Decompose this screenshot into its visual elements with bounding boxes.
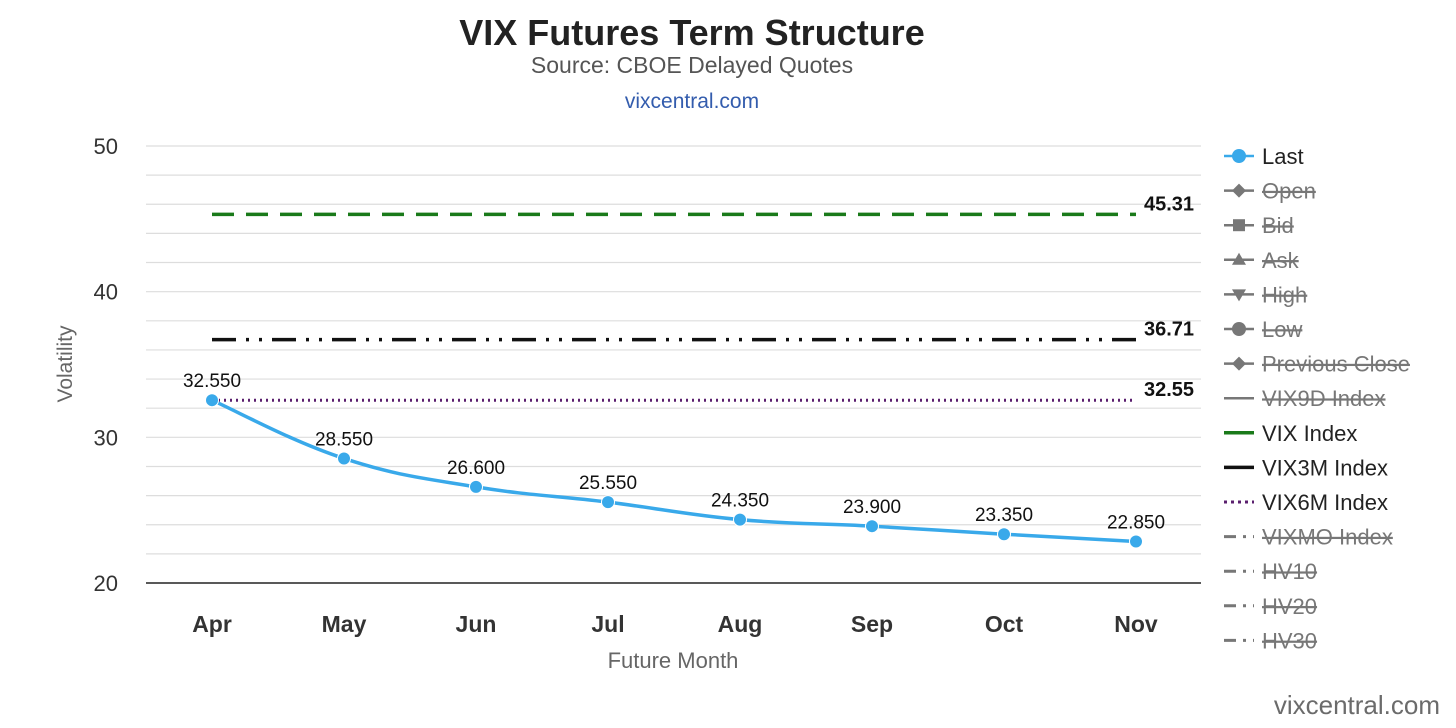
legend-item[interactable]: Ask [1224,248,1300,273]
x-tick-label: Aug [718,611,763,637]
legend-item[interactable]: Bid [1224,213,1294,238]
legend-label: Previous Close [1262,352,1410,377]
legend-item[interactable]: VIXMO Index [1224,525,1393,550]
legend-marker [1233,219,1245,232]
gridlines [146,145,1201,555]
legend-marker [1232,356,1246,371]
data-label: 22.850 [1107,512,1165,533]
legend-item[interactable]: HV30 [1224,628,1317,653]
legend-item[interactable]: VIX3M Index [1224,455,1388,480]
data-label: 24.350 [711,491,769,512]
legend-marker [1232,289,1246,302]
legend-label: Low [1262,317,1302,342]
data-label: 23.350 [975,505,1033,526]
x-tick-label: Sep [851,611,893,637]
legend-label: HV20 [1262,594,1317,619]
legend-label: Bid [1262,213,1294,238]
x-tick-label: May [322,611,367,637]
chart-title: VIX Futures Term Structure [459,12,925,53]
data-point[interactable] [997,527,1011,542]
data-point[interactable] [337,451,351,466]
data-label: 25.550 [579,473,637,494]
x-tick-label: Oct [985,611,1024,637]
series-end-label: 45.31 [1144,193,1194,215]
legend-label: VIX3M Index [1262,455,1388,480]
legend-marker [1232,183,1246,198]
x-tick-label: Jun [456,611,497,637]
legend-label: Ask [1262,248,1300,273]
data-label: 28.550 [315,429,373,450]
data-label: 23.900 [843,497,901,518]
y-axis-title: Volatility [54,325,77,403]
chart-subtitle: Source: CBOE Delayed Quotes [530,52,854,78]
legend-item[interactable]: Previous Close [1224,352,1410,377]
x-tick-label: Apr [192,611,232,637]
legend-item[interactable]: VIX Index [1224,421,1357,446]
data-label: 26.600 [447,458,505,479]
legend-label: Open [1262,179,1316,204]
chart-credit[interactable]: vixcentral.com [1273,690,1440,720]
legend-label: VIX6M Index [1262,490,1388,515]
data-point[interactable] [601,495,615,510]
data-point[interactable] [733,512,747,527]
y-tick-label: 40 [94,280,118,305]
data-point[interactable] [1129,534,1143,549]
legend-item[interactable]: HV10 [1224,559,1317,584]
legend-item[interactable]: Open [1224,179,1316,204]
legend-label: High [1262,282,1307,307]
legend-item[interactable]: Last [1224,144,1304,169]
legend-item[interactable]: Low [1224,317,1302,342]
series-end-label: 36.71 [1144,319,1194,341]
data-label: 32.550 [183,371,241,392]
legend-item[interactable]: VIX9D Index [1224,386,1386,411]
legend-item[interactable]: High [1224,282,1307,307]
y-tick-label: 50 [94,134,118,159]
legend-marker [1232,322,1246,336]
chart-source-link[interactable]: vixcentral.com [624,90,760,113]
legend-item[interactable]: VIX6M Index [1224,490,1388,515]
legend-label: VIX Index [1262,421,1357,446]
legend-label: Last [1262,144,1304,169]
y-tick-label: 20 [94,571,118,596]
y-tick-label: 30 [94,425,118,450]
data-point[interactable] [205,393,219,408]
legend-label: VIXMO Index [1262,525,1393,550]
legend-marker [1232,252,1246,265]
x-tick-label: Jul [591,611,624,637]
legend-label: VIX9D Index [1262,386,1386,411]
x-axis-title: Future Month [608,648,739,673]
legend-label: HV30 [1262,628,1317,653]
series-end-label: 32.55 [1144,379,1194,401]
legend-label: HV10 [1262,559,1317,584]
data-point[interactable] [865,519,879,534]
legend-item[interactable]: HV20 [1224,594,1317,619]
data-point[interactable] [469,479,483,494]
x-tick-label: Nov [1114,611,1158,637]
legend-marker [1232,149,1246,163]
